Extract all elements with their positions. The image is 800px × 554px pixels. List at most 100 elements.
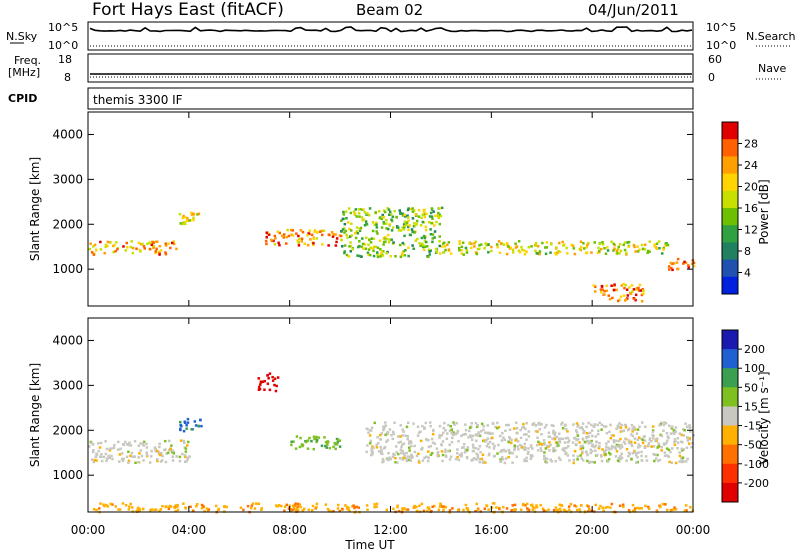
heatmap-cell xyxy=(196,503,199,506)
heatmap-cell xyxy=(451,433,455,437)
heatmap-cell xyxy=(472,449,475,453)
heatmap-cell xyxy=(510,438,513,442)
heatmap-cell xyxy=(673,438,677,441)
heatmap-cell xyxy=(403,213,406,217)
heatmap-cell xyxy=(521,248,524,252)
heatmap-cell xyxy=(181,452,184,456)
heatmap-cell xyxy=(618,243,622,246)
heatmap-cell xyxy=(408,233,412,237)
heatmap-cell xyxy=(525,456,528,460)
heatmap-cell xyxy=(484,242,487,245)
heatmap-cell xyxy=(282,236,285,239)
heatmap-cell xyxy=(372,446,375,449)
heatmap-cell xyxy=(644,504,647,508)
heatmap-cell xyxy=(420,502,424,506)
heatmap-cell xyxy=(613,445,616,449)
heatmap-cell xyxy=(663,454,667,458)
heatmap-cell xyxy=(591,450,594,453)
heatmap-cell xyxy=(460,453,463,457)
heatmap-cell xyxy=(312,447,315,451)
heatmap-cell xyxy=(618,422,621,425)
heatmap-cell xyxy=(672,429,676,432)
heatmap-cell xyxy=(427,456,430,459)
heatmap-cell xyxy=(486,437,490,440)
heatmap-cell xyxy=(579,240,583,243)
heatmap-cell xyxy=(604,453,607,456)
heatmap-cell xyxy=(164,460,168,464)
heatmap-cell xyxy=(429,421,432,424)
heatmap-cell xyxy=(554,449,557,452)
heatmap-cell xyxy=(182,429,186,433)
heatmap-cell xyxy=(413,506,416,510)
heatmap-cell xyxy=(412,225,416,228)
heatmap-cell xyxy=(165,452,168,455)
heatmap-cell xyxy=(385,237,388,241)
heatmap-cell xyxy=(571,441,575,444)
heatmap-cell xyxy=(403,254,407,257)
heatmap-cell xyxy=(487,508,490,511)
heatmap-cell xyxy=(406,214,409,217)
heatmap-cell xyxy=(425,240,428,244)
x-tick-label: 20:00 xyxy=(575,523,610,537)
heatmap-cell xyxy=(276,376,280,379)
heatmap-cell xyxy=(600,459,604,463)
heatmap-cell xyxy=(379,255,382,258)
heatmap-cell xyxy=(447,423,450,427)
heatmap-cell xyxy=(656,446,659,449)
heatmap-cell xyxy=(615,427,618,431)
heatmap-cell xyxy=(643,435,646,438)
heatmap-cell xyxy=(274,237,277,240)
heatmap-cell xyxy=(179,420,182,424)
heatmap-cell xyxy=(390,213,393,216)
heatmap-cell xyxy=(478,434,482,437)
heatmap-cell xyxy=(429,424,432,428)
heatmap-cell xyxy=(610,447,613,451)
heatmap-cell xyxy=(466,448,469,452)
heatmap-cell xyxy=(643,446,647,449)
heatmap-cell xyxy=(604,425,608,428)
heatmap-cell xyxy=(456,431,459,435)
heatmap-cell xyxy=(654,457,658,460)
heatmap-cell xyxy=(633,441,637,444)
heatmap-cell xyxy=(353,212,357,215)
heatmap-cell xyxy=(507,448,510,452)
heatmap-cell xyxy=(159,460,163,463)
heatmap-cell xyxy=(99,502,102,505)
heatmap-cell xyxy=(475,439,478,442)
heatmap-cell xyxy=(540,449,543,453)
heatmap-cell xyxy=(550,460,554,463)
heatmap-cell xyxy=(474,240,477,243)
heatmap-cell xyxy=(386,432,390,436)
heatmap-cell xyxy=(298,237,301,241)
heatmap-cell xyxy=(612,242,615,246)
heatmap-cell xyxy=(350,229,353,232)
heatmap-cell xyxy=(285,235,288,239)
heatmap-cell xyxy=(484,440,487,443)
heatmap-cell xyxy=(527,508,531,511)
heatmap-cell xyxy=(488,452,491,456)
heatmap-cell xyxy=(178,459,182,463)
heatmap-cell xyxy=(303,242,306,246)
heatmap-cell xyxy=(182,439,185,443)
heatmap-cell xyxy=(561,240,564,244)
heatmap-cell xyxy=(310,233,314,237)
heatmap-cell xyxy=(651,429,655,432)
heatmap-cell xyxy=(419,244,422,248)
heatmap-cell xyxy=(369,439,373,443)
heatmap-cell xyxy=(369,246,372,249)
heatmap-cell xyxy=(592,284,595,287)
heatmap-cell xyxy=(533,506,536,510)
heatmap-cell xyxy=(315,435,318,439)
heatmap-cell xyxy=(444,448,447,451)
heatmap-cell xyxy=(406,208,410,212)
heatmap-cell xyxy=(382,243,385,246)
x-tick-label: 04:00 xyxy=(172,523,207,537)
heatmap-cell xyxy=(433,224,436,227)
heatmap-cell xyxy=(225,505,228,509)
heatmap-cell xyxy=(338,439,341,442)
heatmap-cell xyxy=(129,502,132,506)
heatmap-cell xyxy=(559,510,562,513)
heatmap-cell xyxy=(635,461,638,464)
heatmap-cell xyxy=(523,253,527,256)
